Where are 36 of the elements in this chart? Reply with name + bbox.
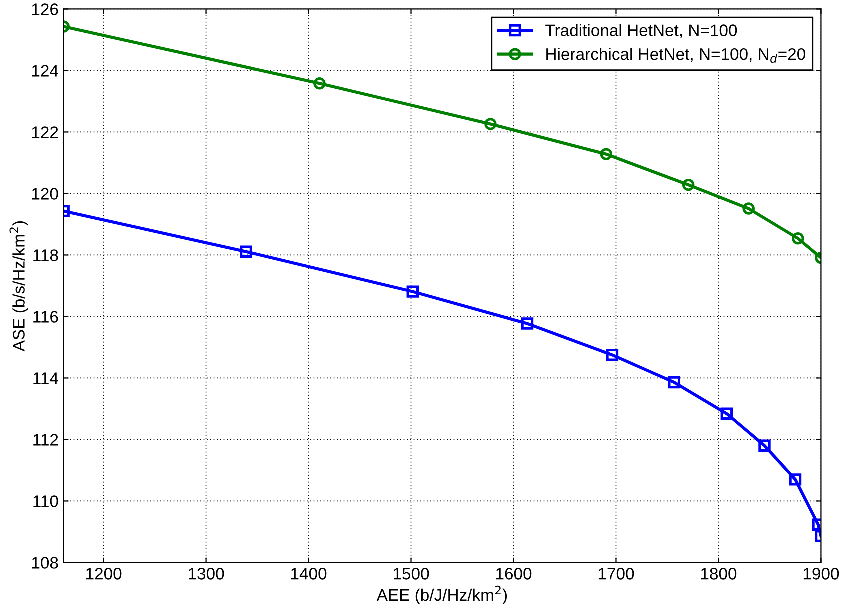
x-tick-label: 1600 <box>496 568 532 580</box>
x-tick-label: 1300 <box>189 568 224 580</box>
y-tick-label: 126 <box>32 4 58 16</box>
y-tick-label: 116 <box>34 311 58 323</box>
point <box>606 349 619 362</box>
x-tick-label: 1900 <box>804 568 840 580</box>
x-tick-label: 1500 <box>394 568 430 580</box>
x-tick-label: 1200 <box>86 568 122 580</box>
legend-label: Hierarchical HetNet, N=100, N$_{d}$=20 <box>546 48 806 63</box>
point <box>521 318 534 330</box>
x-axis-title: AEE (b/J/Hz/km$^{2}$) <box>376 586 508 604</box>
point <box>682 179 695 192</box>
legend-label: Traditional HetNet, N=100 <box>546 24 738 38</box>
y-tick-label: 120 <box>32 188 58 200</box>
point <box>792 232 804 245</box>
y-tick-label: 124 <box>32 65 58 77</box>
point <box>600 148 613 160</box>
point <box>789 474 802 486</box>
x-tick-label: 1400 <box>292 568 327 580</box>
point <box>720 408 734 420</box>
point <box>240 246 252 258</box>
y-tick-label: 110 <box>34 496 58 508</box>
y-tick-label: 118 <box>34 250 58 262</box>
point <box>484 118 497 130</box>
y-tick-label: 114 <box>34 372 58 384</box>
point <box>758 440 771 452</box>
point <box>668 376 680 389</box>
point <box>406 286 420 298</box>
y-axis-title: ASE (b/s/Hz/km$^{2}$) <box>10 221 28 352</box>
x-tick-label: 1700 <box>598 568 634 580</box>
x-tick-label: 1800 <box>701 568 737 580</box>
point <box>742 202 755 215</box>
point <box>314 78 326 90</box>
y-tick-label: 112 <box>34 434 58 446</box>
y-tick-label: 122 <box>32 126 58 138</box>
y-tick-label: 108 <box>32 557 58 569</box>
